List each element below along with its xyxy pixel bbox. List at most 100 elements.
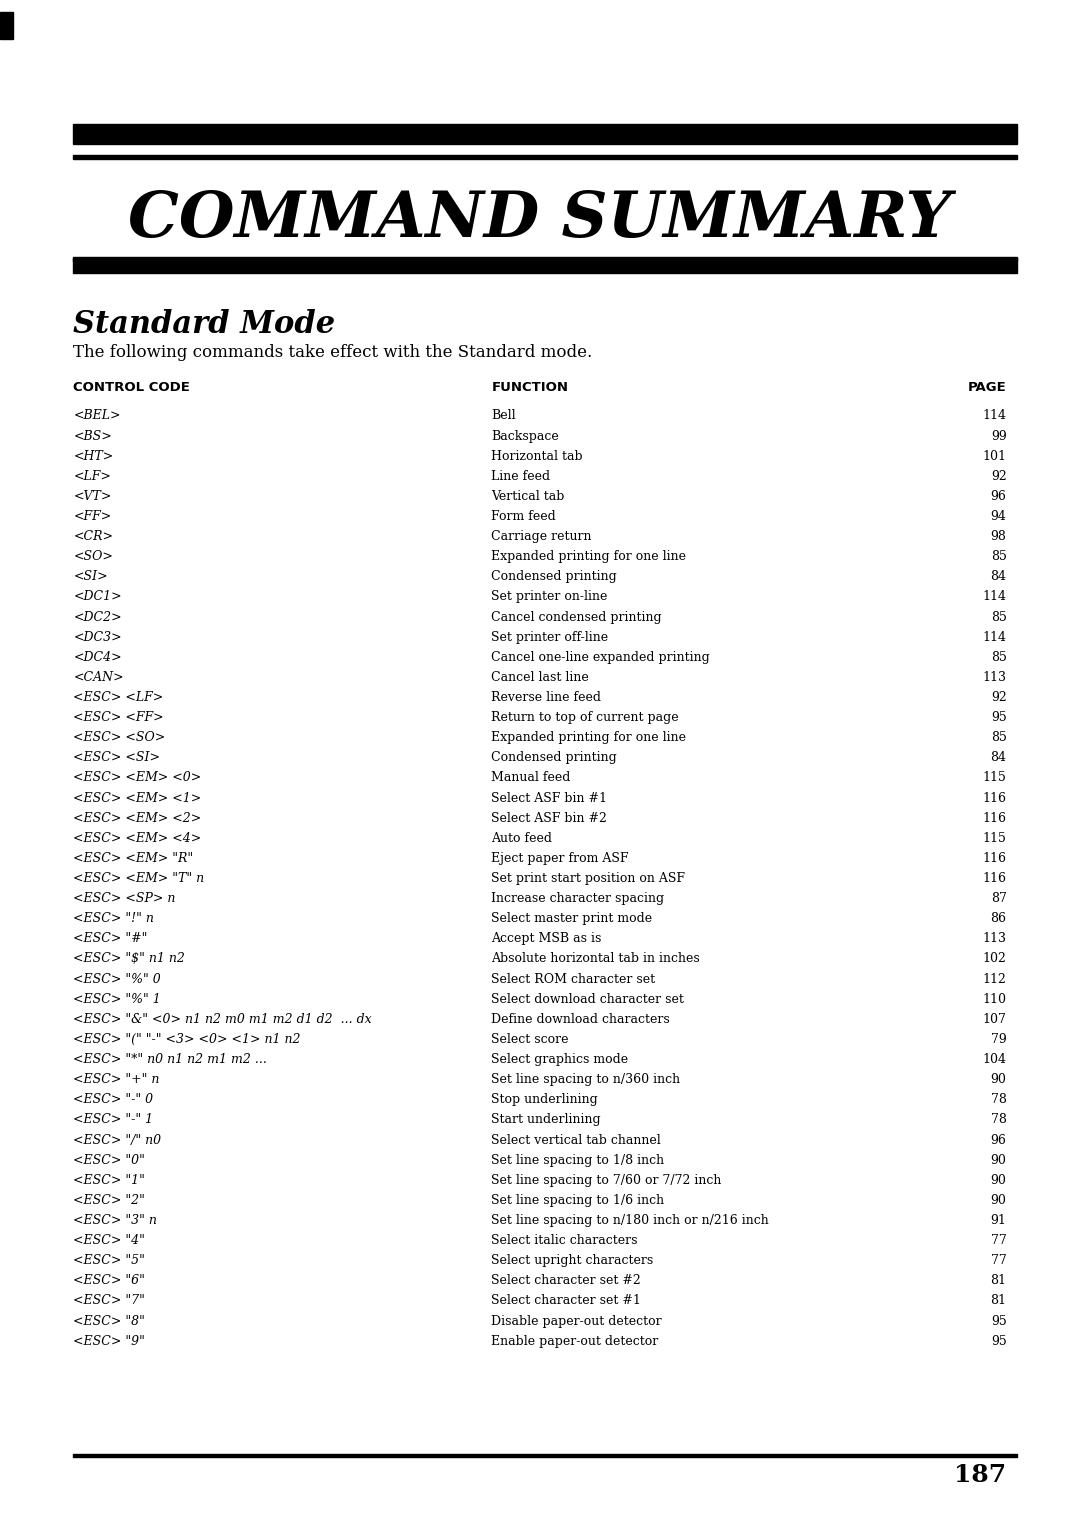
- Text: <ESC> <SO>: <ESC> <SO>: [73, 732, 165, 744]
- Text: 95: 95: [990, 1315, 1007, 1328]
- Text: <SO>: <SO>: [73, 550, 113, 563]
- Text: Return to top of current page: Return to top of current page: [491, 710, 679, 724]
- Text: 85: 85: [990, 610, 1007, 624]
- Text: <ESC> "4": <ESC> "4": [73, 1234, 146, 1248]
- Text: <ESC> "%" 0: <ESC> "%" 0: [73, 973, 161, 985]
- Text: <ESC> "*" n0 n1 n2 m1 m2 ...: <ESC> "*" n0 n1 n2 m1 m2 ...: [73, 1053, 268, 1066]
- Text: <BS>: <BS>: [73, 430, 112, 443]
- Text: 116: 116: [983, 812, 1007, 824]
- Text: Start underlining: Start underlining: [491, 1113, 602, 1126]
- Text: 78: 78: [990, 1113, 1007, 1126]
- Text: Cancel one-line expanded printing: Cancel one-line expanded printing: [491, 651, 711, 663]
- Bar: [73, 155, 1017, 159]
- Text: 85: 85: [990, 550, 1007, 563]
- Text: <ESC> <EM> <4>: <ESC> <EM> <4>: [73, 832, 202, 846]
- Text: Select graphics mode: Select graphics mode: [491, 1053, 629, 1066]
- Text: Define download characters: Define download characters: [491, 1013, 671, 1026]
- Text: <ESC> "-" 0: <ESC> "-" 0: [73, 1093, 153, 1107]
- Text: Set line spacing to 7/60 or 7/72 inch: Set line spacing to 7/60 or 7/72 inch: [491, 1173, 721, 1187]
- Text: 92: 92: [990, 691, 1007, 704]
- Text: <DC3>: <DC3>: [73, 630, 122, 644]
- Text: 114: 114: [983, 630, 1007, 644]
- Text: <ESC> <SP> n: <ESC> <SP> n: [73, 893, 176, 905]
- Text: Set print start position on ASF: Set print start position on ASF: [491, 871, 686, 885]
- Text: 115: 115: [983, 832, 1007, 846]
- Text: Expanded printing for one line: Expanded printing for one line: [491, 550, 687, 563]
- Text: 99: 99: [990, 430, 1007, 443]
- Text: The following commands take effect with the Standard mode.: The following commands take effect with …: [73, 343, 593, 361]
- Text: Auto feed: Auto feed: [491, 832, 552, 846]
- Text: Stop underlining: Stop underlining: [491, 1093, 598, 1107]
- Text: Set printer on-line: Set printer on-line: [491, 591, 608, 604]
- Text: <DC2>: <DC2>: [73, 610, 122, 624]
- Text: <HT>: <HT>: [73, 449, 113, 463]
- Text: PAGE: PAGE: [968, 381, 1007, 393]
- Text: Select master print mode: Select master print mode: [491, 912, 652, 926]
- Text: <ESC> "0": <ESC> "0": [73, 1154, 146, 1167]
- Text: 112: 112: [983, 973, 1007, 985]
- Text: Select upright characters: Select upright characters: [491, 1254, 653, 1268]
- Text: Absolute horizontal tab in inches: Absolute horizontal tab in inches: [491, 952, 700, 965]
- Text: 113: 113: [983, 932, 1007, 946]
- Text: Cancel condensed printing: Cancel condensed printing: [491, 610, 662, 624]
- Text: <ESC> "5": <ESC> "5": [73, 1254, 146, 1268]
- Text: 102: 102: [983, 952, 1007, 965]
- Text: Bell: Bell: [491, 410, 516, 422]
- Text: Enable paper-out detector: Enable paper-out detector: [491, 1334, 659, 1348]
- Text: CONTROL CODE: CONTROL CODE: [73, 381, 190, 393]
- Text: 92: 92: [990, 469, 1007, 483]
- Text: Select download character set: Select download character set: [491, 993, 685, 1006]
- Text: 96: 96: [990, 1134, 1007, 1146]
- Text: Eject paper from ASF: Eject paper from ASF: [491, 852, 629, 865]
- Text: <ESC> <EM> "R": <ESC> <EM> "R": [73, 852, 193, 865]
- Text: Vertical tab: Vertical tab: [491, 490, 565, 502]
- Text: <ESC> "-" 1: <ESC> "-" 1: [73, 1113, 153, 1126]
- Text: COMMAND SUMMARY: COMMAND SUMMARY: [129, 190, 951, 250]
- Text: Select vertical tab channel: Select vertical tab channel: [491, 1134, 661, 1146]
- Text: <ESC> "8": <ESC> "8": [73, 1315, 146, 1328]
- Text: Select ROM character set: Select ROM character set: [491, 973, 656, 985]
- Text: 77: 77: [990, 1254, 1007, 1268]
- Text: <ESC> "$" n1 n2: <ESC> "$" n1 n2: [73, 952, 186, 965]
- Bar: [73, 1454, 1017, 1457]
- Text: Select character set #2: Select character set #2: [491, 1274, 642, 1287]
- Text: Select score: Select score: [491, 1032, 569, 1046]
- Text: <ESC> <EM> <2>: <ESC> <EM> <2>: [73, 812, 202, 824]
- Text: <SI>: <SI>: [73, 571, 108, 583]
- Text: <ESC> "9": <ESC> "9": [73, 1334, 146, 1348]
- Text: Backspace: Backspace: [491, 430, 559, 443]
- Text: <BEL>: <BEL>: [73, 410, 121, 422]
- Text: Set line spacing to 1/6 inch: Set line spacing to 1/6 inch: [491, 1193, 664, 1207]
- Text: 101: 101: [983, 449, 1007, 463]
- Text: Form feed: Form feed: [491, 510, 556, 524]
- Text: <ESC> "2": <ESC> "2": [73, 1193, 146, 1207]
- Text: 187: 187: [955, 1463, 1007, 1488]
- Text: 96: 96: [990, 490, 1007, 502]
- Text: <ESC> <EM> "T" n: <ESC> <EM> "T" n: [73, 871, 204, 885]
- Text: Select ASF bin #1: Select ASF bin #1: [491, 791, 607, 805]
- Text: Expanded printing for one line: Expanded printing for one line: [491, 732, 687, 744]
- Text: Carriage return: Carriage return: [491, 530, 592, 543]
- Text: 81: 81: [990, 1274, 1007, 1287]
- Text: Disable paper-out detector: Disable paper-out detector: [491, 1315, 662, 1328]
- Text: 86: 86: [990, 912, 1007, 926]
- Bar: [73, 257, 1017, 261]
- Text: Set line spacing to n/360 inch: Set line spacing to n/360 inch: [491, 1073, 680, 1087]
- Text: Select character set #1: Select character set #1: [491, 1295, 642, 1307]
- Text: Horizontal tab: Horizontal tab: [491, 449, 583, 463]
- Text: <DC4>: <DC4>: [73, 651, 122, 663]
- Text: 87: 87: [990, 893, 1007, 905]
- Text: Set printer off-line: Set printer off-line: [491, 630, 608, 644]
- Text: Set line spacing to n/180 inch or n/216 inch: Set line spacing to n/180 inch or n/216 …: [491, 1214, 769, 1227]
- Text: 116: 116: [983, 871, 1007, 885]
- Text: 95: 95: [990, 710, 1007, 724]
- Text: Manual feed: Manual feed: [491, 771, 570, 785]
- Text: 116: 116: [983, 791, 1007, 805]
- Text: 90: 90: [990, 1193, 1007, 1207]
- Text: <ESC> "#": <ESC> "#": [73, 932, 148, 946]
- Text: 85: 85: [990, 732, 1007, 744]
- Text: 110: 110: [983, 993, 1007, 1006]
- Text: 77: 77: [990, 1234, 1007, 1248]
- Text: Accept MSB as is: Accept MSB as is: [491, 932, 602, 946]
- Text: 114: 114: [983, 410, 1007, 422]
